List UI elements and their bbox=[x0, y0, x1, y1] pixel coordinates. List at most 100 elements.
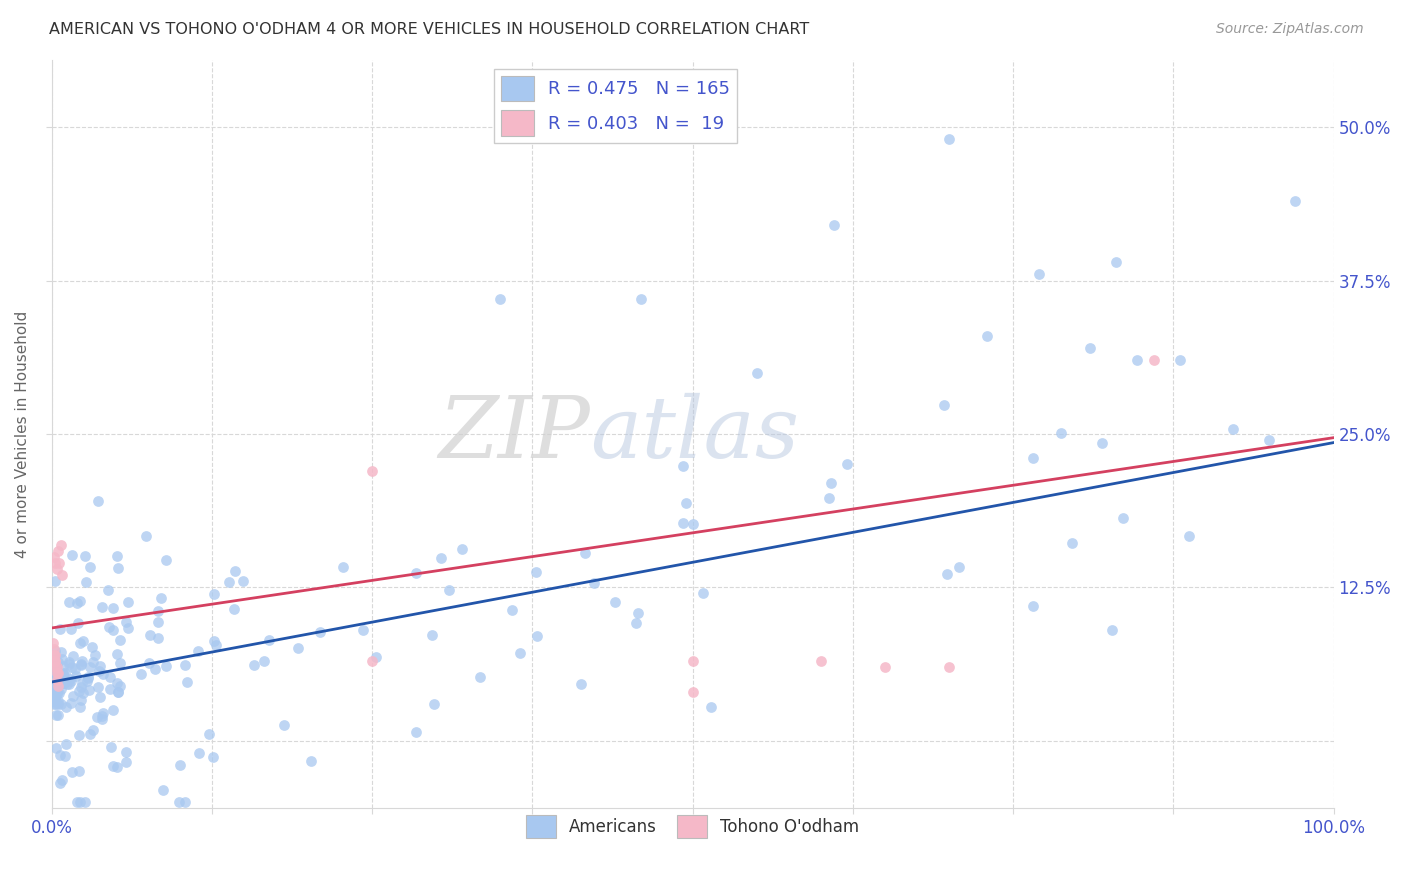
Point bbox=[45, 740, 67, 755]
Text: atlas: atlas bbox=[591, 392, 799, 475]
Point bbox=[1168, 353, 1191, 368]
Point bbox=[107, 561, 129, 575]
Point bbox=[86, 709, 108, 723]
Point bbox=[243, 658, 266, 673]
Point bbox=[42, 670, 65, 684]
Point bbox=[42, 697, 65, 711]
Point bbox=[117, 621, 139, 635]
Point bbox=[45, 660, 67, 674]
Point bbox=[143, 661, 166, 675]
Point bbox=[69, 636, 91, 650]
Point bbox=[42, 665, 65, 679]
Point bbox=[129, 667, 152, 681]
Point bbox=[90, 600, 112, 615]
Point bbox=[45, 660, 67, 674]
Point bbox=[46, 677, 69, 691]
Point bbox=[41, 675, 63, 690]
Point bbox=[77, 683, 100, 698]
Point bbox=[1028, 268, 1050, 282]
Point bbox=[52, 667, 75, 681]
Point bbox=[55, 738, 77, 752]
Point bbox=[107, 685, 129, 699]
Point bbox=[105, 647, 128, 661]
Point bbox=[672, 516, 695, 530]
Y-axis label: 4 or more Vehicles in Household: 4 or more Vehicles in Household bbox=[15, 310, 30, 558]
Point bbox=[49, 623, 72, 637]
Point bbox=[430, 550, 453, 565]
Point bbox=[1257, 433, 1279, 447]
Point bbox=[72, 634, 94, 648]
Point bbox=[146, 631, 169, 645]
Point bbox=[76, 674, 98, 689]
Point bbox=[682, 654, 704, 668]
Point bbox=[70, 680, 93, 694]
Point bbox=[67, 684, 90, 698]
Point bbox=[44, 556, 66, 570]
Point bbox=[105, 676, 128, 690]
Point bbox=[69, 700, 91, 714]
Point bbox=[139, 628, 162, 642]
Point bbox=[173, 658, 195, 673]
Point bbox=[873, 660, 896, 674]
Point bbox=[1050, 426, 1073, 441]
Point bbox=[1104, 255, 1126, 269]
Point bbox=[44, 654, 66, 668]
Point bbox=[823, 219, 845, 233]
Point bbox=[309, 624, 332, 639]
Point bbox=[1078, 341, 1101, 355]
Point bbox=[98, 681, 121, 696]
Point bbox=[51, 568, 73, 582]
Point bbox=[107, 685, 129, 699]
Point bbox=[253, 654, 276, 668]
Point bbox=[41, 681, 63, 695]
Point bbox=[257, 632, 280, 647]
Point bbox=[45, 676, 67, 690]
Point bbox=[630, 292, 652, 306]
Point bbox=[44, 693, 66, 707]
Point bbox=[52, 670, 75, 684]
Point bbox=[224, 564, 246, 578]
Point bbox=[675, 496, 697, 510]
Point bbox=[52, 666, 75, 681]
Point bbox=[67, 764, 90, 778]
Point bbox=[41, 673, 63, 687]
Point bbox=[835, 457, 858, 471]
Point bbox=[45, 673, 67, 687]
Point bbox=[51, 681, 73, 696]
Point bbox=[51, 772, 73, 787]
Point bbox=[41, 680, 63, 694]
Point bbox=[155, 659, 177, 673]
Point bbox=[1091, 436, 1114, 450]
Point bbox=[935, 567, 957, 582]
Point bbox=[489, 292, 512, 306]
Point bbox=[58, 676, 80, 690]
Point bbox=[524, 566, 547, 580]
Point bbox=[46, 676, 69, 690]
Point bbox=[361, 654, 384, 668]
Point bbox=[1022, 450, 1045, 465]
Point bbox=[98, 619, 121, 633]
Point bbox=[1022, 599, 1045, 614]
Point bbox=[59, 672, 82, 686]
Point bbox=[44, 665, 66, 680]
Point bbox=[405, 725, 427, 739]
Point bbox=[65, 668, 87, 682]
Point bbox=[976, 328, 998, 343]
Point bbox=[58, 595, 80, 609]
Point bbox=[1101, 623, 1123, 637]
Text: Source: ZipAtlas.com: Source: ZipAtlas.com bbox=[1216, 22, 1364, 37]
Point bbox=[70, 658, 93, 673]
Point bbox=[48, 685, 70, 699]
Point bbox=[361, 464, 384, 478]
Point bbox=[115, 745, 138, 759]
Point bbox=[55, 699, 77, 714]
Point bbox=[1112, 511, 1135, 525]
Point bbox=[110, 633, 132, 648]
Point bbox=[46, 666, 69, 681]
Point bbox=[44, 648, 66, 662]
Point bbox=[89, 659, 111, 673]
Point bbox=[82, 656, 104, 670]
Point bbox=[44, 655, 66, 669]
Point bbox=[103, 758, 125, 772]
Point bbox=[46, 684, 69, 698]
